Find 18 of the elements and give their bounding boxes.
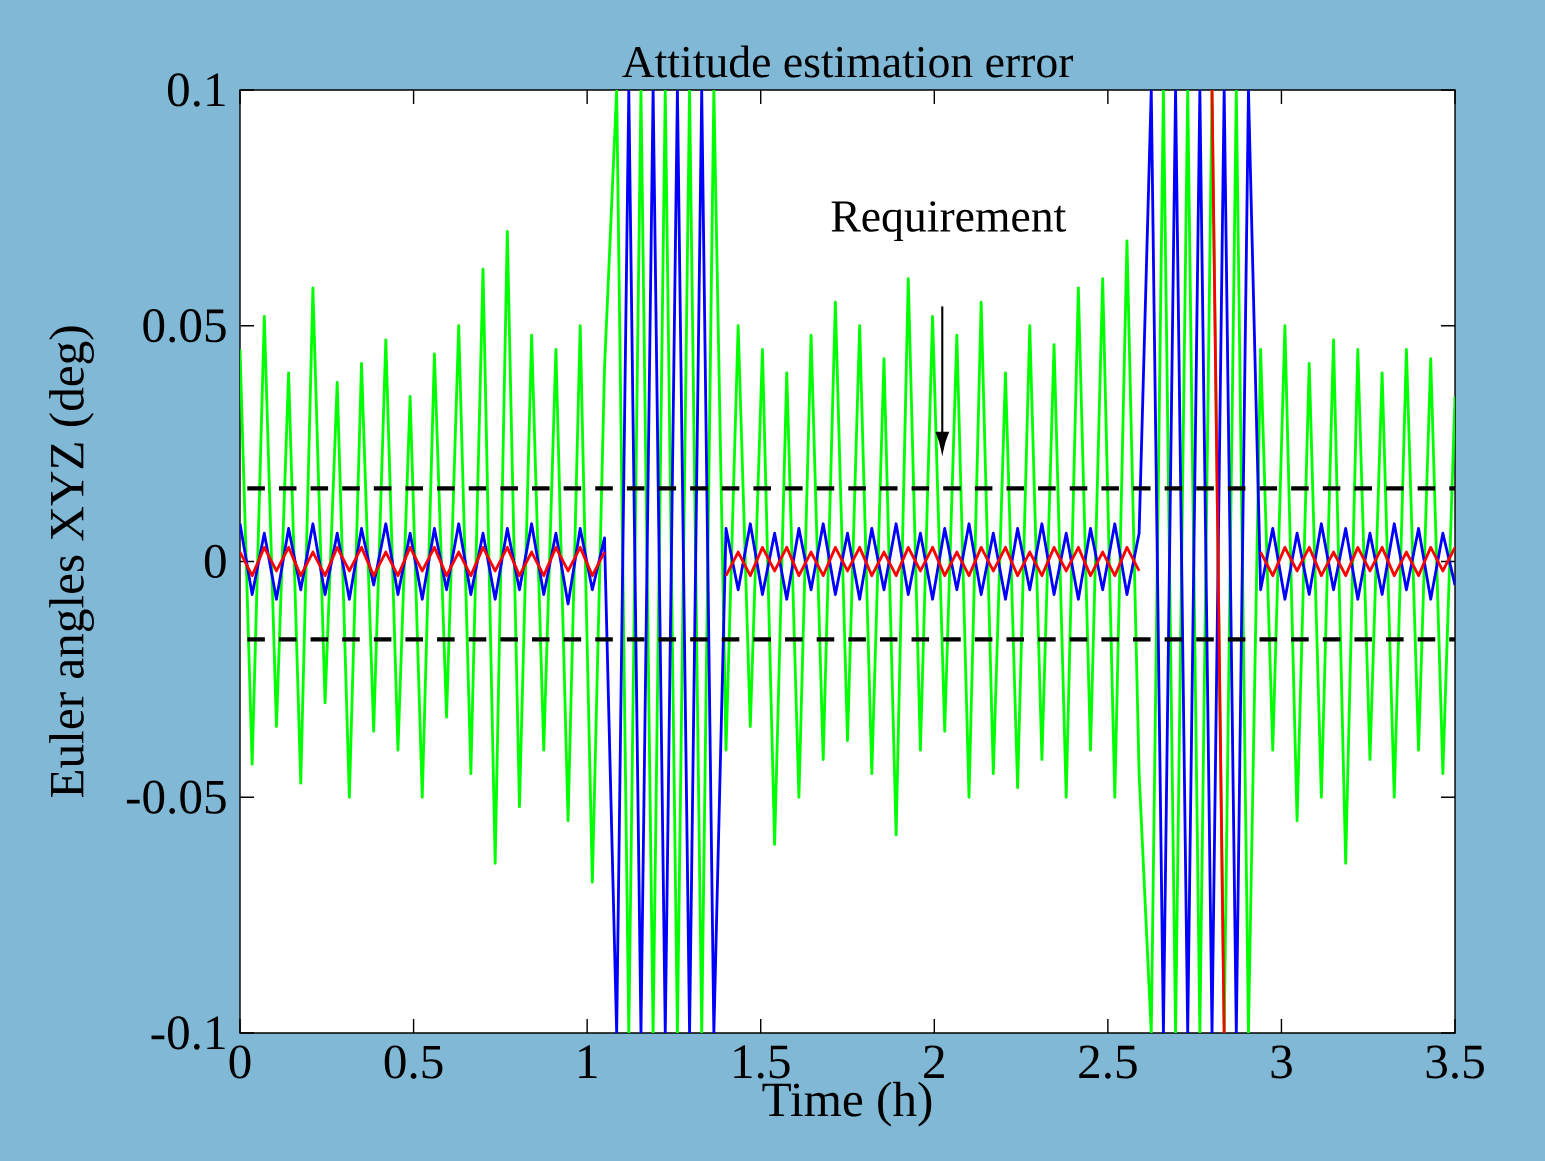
- x-tick-label: 3: [1271, 1045, 1292, 1079]
- x-tick-label: 1: [579, 1045, 597, 1078]
- y-tick-label: -0.05: [126, 780, 226, 814]
- line-series: [240, 89, 1456, 1033]
- x-tick-label: 1.5: [734, 1045, 790, 1079]
- x-axis-title: Time (h): [762, 1081, 932, 1127]
- y-tick-label: -0.1: [151, 1016, 225, 1050]
- y-tick-label: 0.1: [167, 73, 225, 107]
- ref-line-label: Requirement: [831, 201, 1067, 242]
- x-tick-label: 2.5: [1079, 1045, 1137, 1079]
- y-tick-label: 0: [204, 544, 226, 579]
- x-tick-label: 0.5: [384, 1045, 443, 1079]
- y-axis-title: Euler angles XYZ (deg): [49, 326, 94, 798]
- x-tick-label: 0: [229, 1045, 251, 1079]
- x-tick-label: 2: [924, 1045, 944, 1078]
- x-tick-label: 3.5: [1426, 1045, 1484, 1079]
- chart-title: Attitude estimation error: [622, 45, 1074, 78]
- y-tick-label: 0.05: [143, 309, 226, 343]
